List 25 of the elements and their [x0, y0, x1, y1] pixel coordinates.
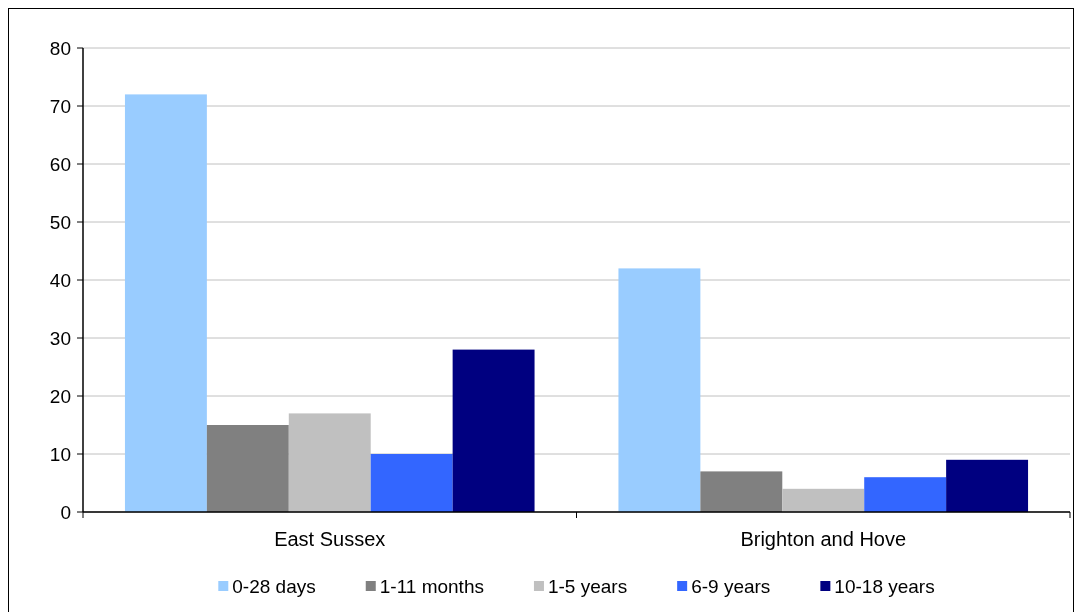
y-tick-label: 20	[49, 385, 71, 407]
bar	[124, 94, 207, 512]
legend-label: 10-18 years	[834, 575, 935, 597]
y-tick-label: 40	[49, 269, 71, 291]
y-tick-label: 60	[49, 153, 71, 175]
bar	[618, 268, 701, 512]
bar	[864, 477, 947, 512]
bar	[370, 454, 453, 512]
y-tick-label: 50	[49, 211, 71, 233]
y-tick-label: 0	[60, 501, 71, 523]
x-tick-label: East Sussex	[274, 528, 386, 550]
legend-label: 1-5 years	[547, 575, 628, 597]
y-tick-label: 70	[49, 95, 71, 117]
y-tick-label: 80	[49, 37, 71, 59]
x-tick-label: Brighton and Hove	[740, 528, 907, 550]
y-tick-label: 10	[49, 443, 71, 465]
bar	[700, 471, 783, 512]
legend-label: 6-9 years	[691, 575, 771, 597]
bar	[452, 349, 535, 512]
y-tick-label: 30	[49, 327, 71, 349]
bar	[782, 488, 865, 512]
legend-label: 1-11 months	[379, 575, 484, 597]
bar	[946, 459, 1029, 512]
legend-label: 0-28 days	[232, 575, 316, 597]
bar	[206, 425, 289, 512]
